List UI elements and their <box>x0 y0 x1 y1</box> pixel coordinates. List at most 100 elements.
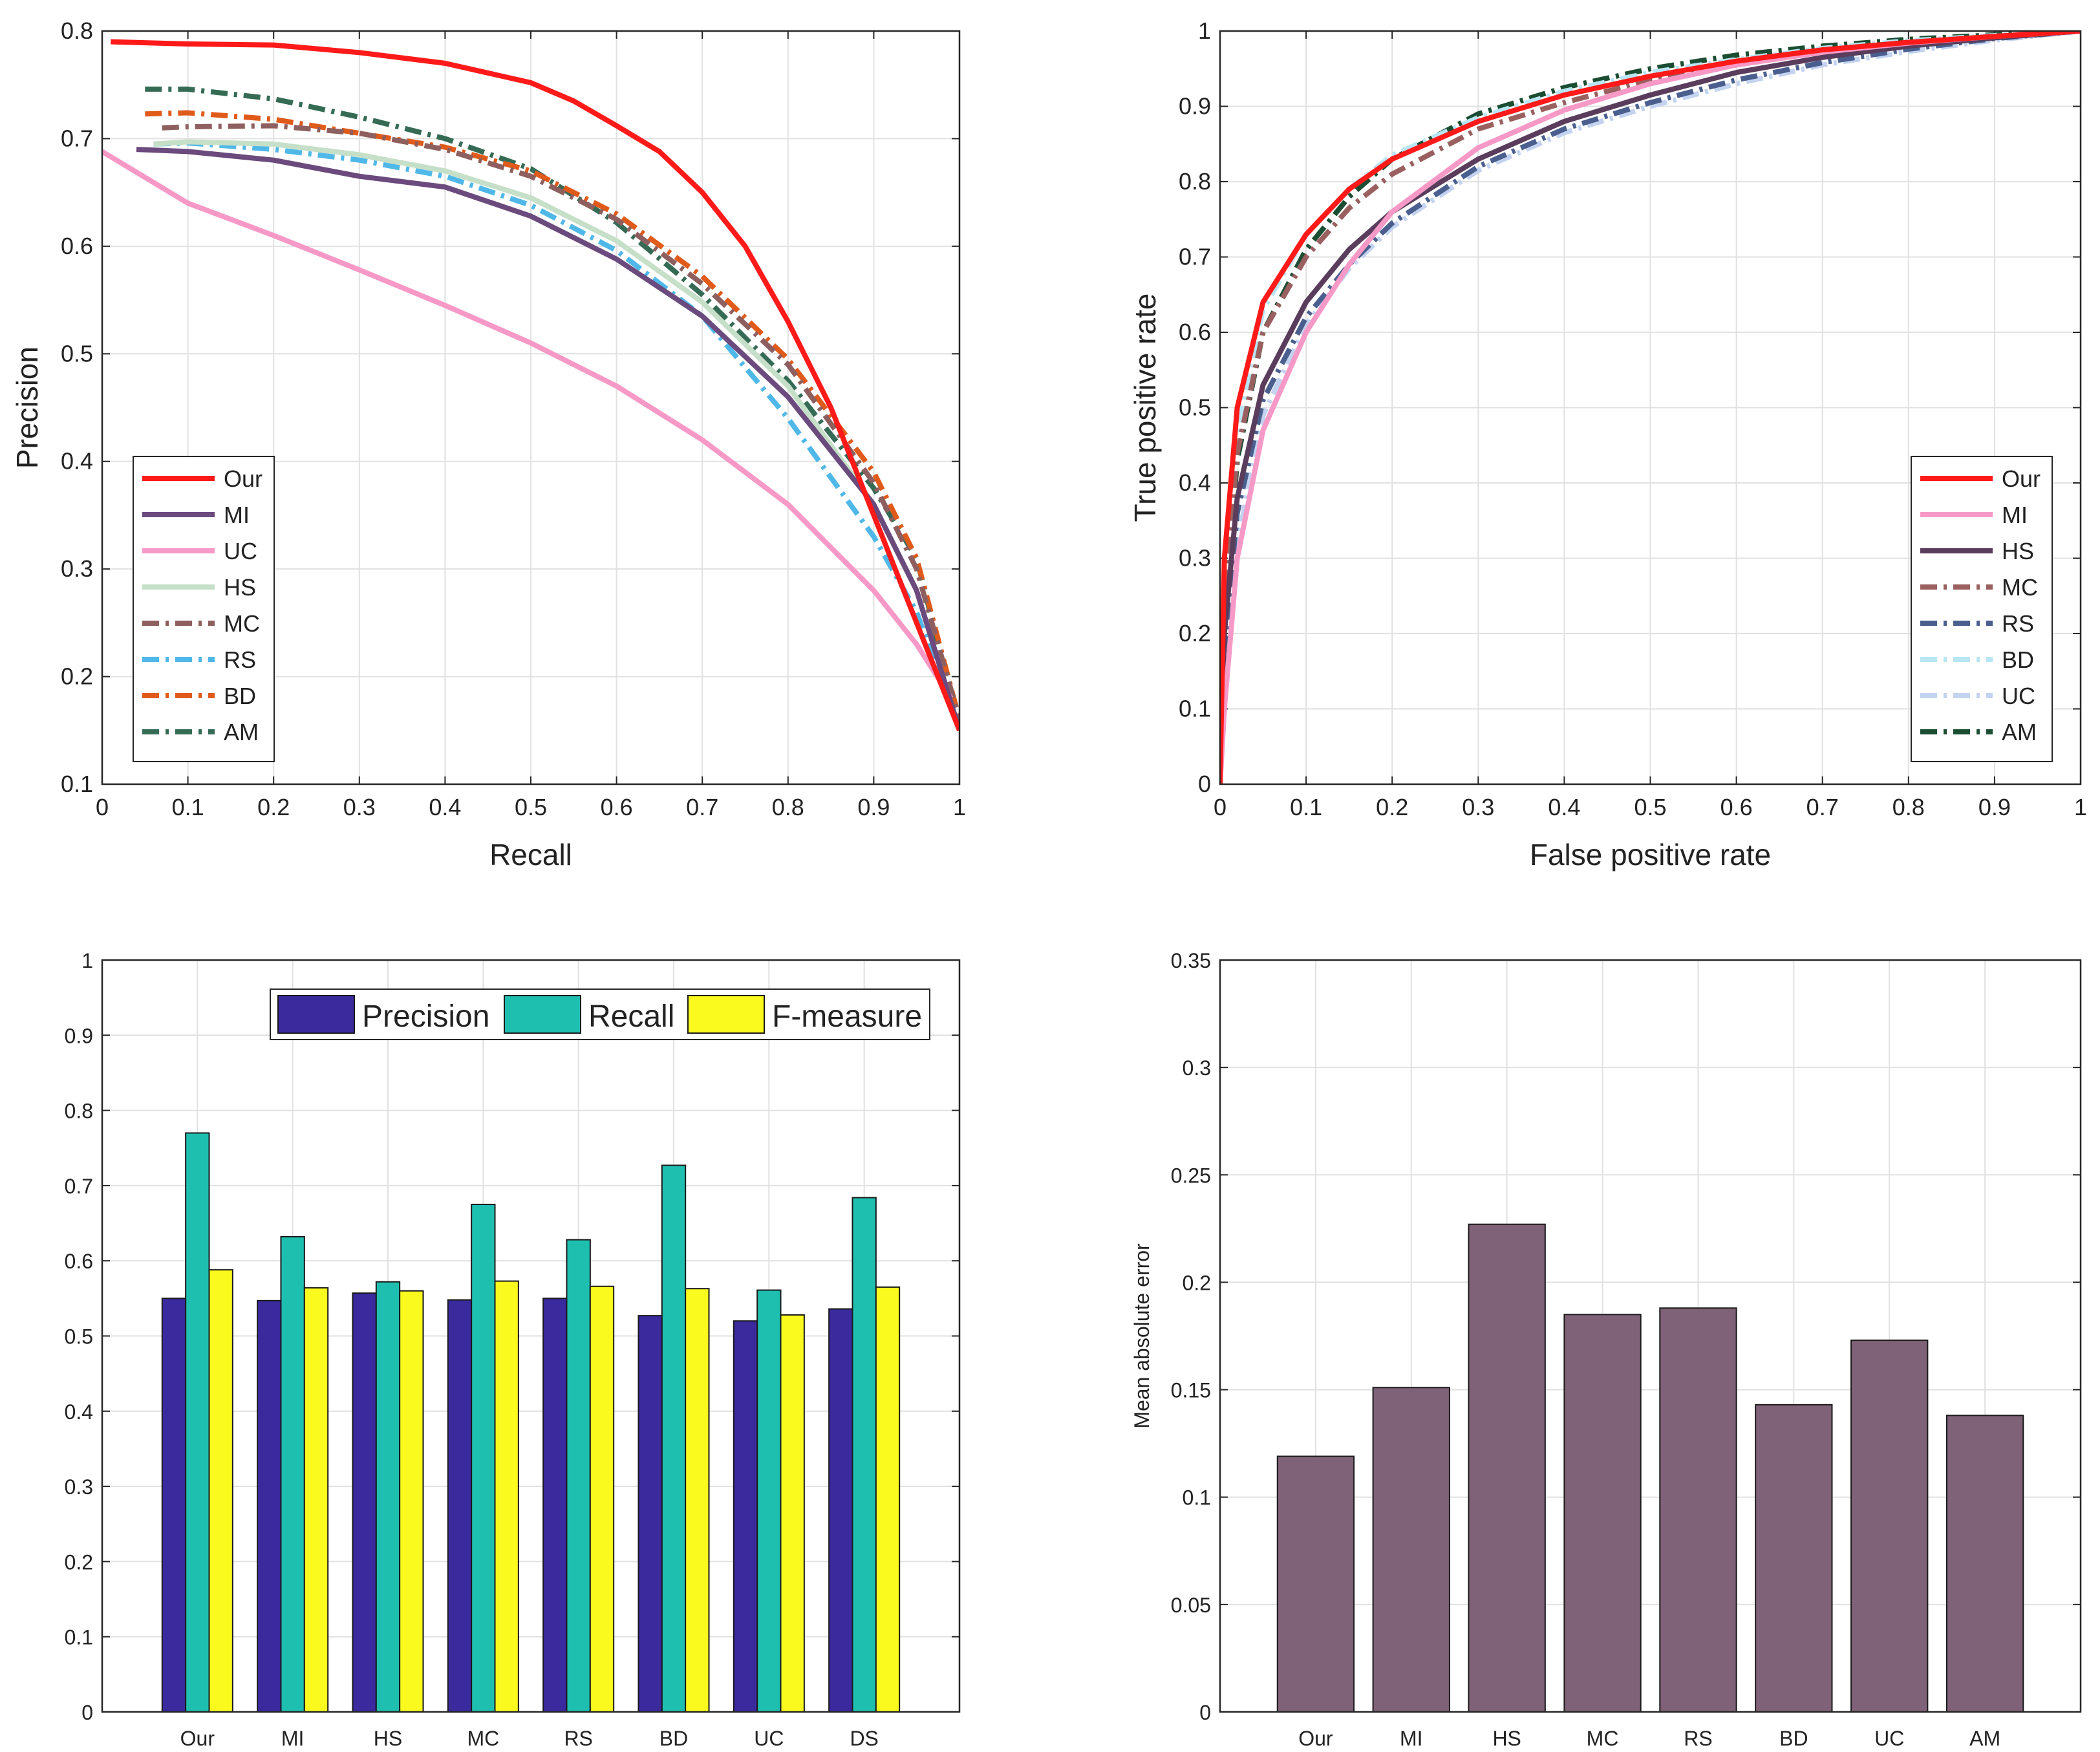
y-tick-label: 0.5 <box>61 340 93 367</box>
legend-box <box>270 988 930 1040</box>
x-tick-label: 1 <box>2074 794 2087 820</box>
y-axis-label: True positive rate <box>1128 294 1162 522</box>
legend-label: UC <box>2002 683 2035 709</box>
axes-border <box>101 959 961 1713</box>
bar-f-measure-hs <box>399 1290 424 1713</box>
x-tick-label: MI <box>281 1727 305 1750</box>
y-axis-label: Mean absolute error <box>1130 1243 1153 1429</box>
y-tick-label: 1 <box>81 949 93 972</box>
y-tick-label: 0.2 <box>1183 1271 1211 1294</box>
x-tick-label: 0.5 <box>515 794 547 820</box>
bar-precision-hs <box>352 1292 377 1713</box>
bar-recall-hs <box>375 1281 401 1713</box>
y-tick-label: 0.3 <box>1179 545 1211 572</box>
x-tick-label: 0.1 <box>1290 794 1322 820</box>
legend-label: AM <box>2002 719 2037 745</box>
series-line-uc <box>102 149 954 700</box>
legend-label: BD <box>2002 646 2034 673</box>
y-tick-label: 0.7 <box>1179 244 1211 270</box>
x-tick-label: BD <box>1779 1727 1808 1750</box>
x-tick-label: MC <box>1587 1727 1619 1750</box>
y-tick-label: 0.25 <box>1171 1164 1211 1187</box>
x-tick-label: 0.6 <box>601 794 633 820</box>
bar-recall-mc <box>471 1203 496 1713</box>
y-tick-label: 0.9 <box>1179 93 1211 120</box>
x-tick-label: HS <box>1492 1727 1521 1750</box>
bar-mean-absolute-error-hs <box>1468 1223 1546 1713</box>
series-line-our <box>1220 31 2081 784</box>
y-tick-label: 0.4 <box>65 1400 93 1424</box>
y-tick-label: 0.7 <box>61 125 93 151</box>
y-tick-label: 0.1 <box>61 771 93 797</box>
x-tick-label: 0.2 <box>1376 794 1408 820</box>
x-tick-label: MI <box>1400 1727 1423 1750</box>
legend-swatch-precision <box>277 995 355 1034</box>
bar-f-measure-uc <box>780 1314 805 1713</box>
axes-pr: 0 0.1 0.2 0.3 0.4 0.5 0.6 0.7 0.8 0.9 10.10.20.30.… <box>10 17 966 871</box>
legend-swatch-recall <box>504 995 581 1034</box>
y-tick-label: 0 <box>1199 1701 1211 1724</box>
y-tick-label: 0 <box>81 1701 93 1724</box>
y-tick-label: 0.1 <box>1183 1486 1211 1510</box>
bar-mean-absolute-error-am <box>1945 1415 2024 1713</box>
bar-mean-absolute-error-bd <box>1755 1404 1833 1713</box>
y-tick-label: 0.6 <box>61 233 93 259</box>
bar-f-measure-mi <box>303 1287 329 1713</box>
x-tick-label: 0.3 <box>1462 794 1494 820</box>
legend-label: HS <box>224 574 256 601</box>
bar-precision-mc <box>447 1299 473 1713</box>
legend-label: F-measure <box>772 999 922 1034</box>
y-tick-label: 0.2 <box>65 1550 93 1574</box>
y-tick-label: 0.7 <box>65 1175 93 1198</box>
x-tick-label: MC <box>467 1727 499 1750</box>
series-line-rs <box>153 140 959 732</box>
plot-area <box>1220 960 2081 1712</box>
x-tick-label: 0.9 <box>857 794 890 820</box>
y-tick-label: 0.3 <box>1183 1056 1211 1080</box>
legend-swatch-f-measure <box>687 995 765 1034</box>
axes-pfm: 0 0.1 0.2 0.3 0.4 0.5 0.6 0.7 0.8 0.9 1 Our MI HS MC RS… <box>65 949 961 1750</box>
legend-label: Our <box>224 465 262 492</box>
legend-label: MC <box>224 610 260 637</box>
x-tick-label: RS <box>1684 1727 1712 1750</box>
legend-box <box>1911 456 2053 762</box>
y-tick-label: 0.2 <box>1179 620 1211 646</box>
y-tick-label: 0.4 <box>61 448 93 475</box>
bar-precision-mi <box>257 1299 282 1713</box>
bar-f-measure-mc <box>494 1280 519 1713</box>
series-line-mi <box>136 147 959 731</box>
legend-label: RS <box>224 646 256 673</box>
y-tick-label: 0.6 <box>65 1250 93 1273</box>
x-tick-label: 0 <box>1214 794 1227 820</box>
series-line-our <box>111 39 959 732</box>
legend-label: RS <box>2002 610 2034 637</box>
bar-mean-absolute-error-uc <box>1850 1340 1929 1713</box>
bar-precision-our <box>161 1298 187 1713</box>
x-tick-label: BD <box>659 1727 688 1750</box>
bar-recall-our <box>185 1132 210 1713</box>
bar-mean-absolute-error-our <box>1276 1455 1355 1713</box>
x-tick-label: 0.4 <box>1548 794 1580 820</box>
legend-label: MI <box>2002 502 2028 528</box>
series-line-rs <box>1220 31 2081 784</box>
axes-border <box>1219 30 2082 785</box>
x-tick-label: 0.8 <box>1892 794 1925 820</box>
y-tick-label: 0.5 <box>65 1325 93 1349</box>
legend-label: Our <box>2002 465 2041 492</box>
bar-f-measure-ds <box>875 1286 901 1713</box>
legend-label: BD <box>224 683 256 709</box>
y-tick-label: 0.1 <box>1179 696 1211 722</box>
x-tick-label: 0.8 <box>772 794 804 820</box>
x-tick-label: 0.7 <box>1806 794 1839 820</box>
y-tick-label: 0.8 <box>1179 168 1211 195</box>
bar-f-measure-rs <box>589 1285 615 1713</box>
y-tick-label: 0 <box>1198 771 1211 797</box>
x-tick-label: 0.4 <box>429 794 461 820</box>
y-tick-label: 0.3 <box>61 555 93 582</box>
y-tick-label: 0.6 <box>1179 319 1211 345</box>
bar-f-measure-our <box>208 1269 233 1713</box>
bar-recall-bd <box>661 1164 687 1713</box>
x-tick-label: 0.7 <box>686 794 718 820</box>
bar-f-measure-bd <box>685 1288 710 1713</box>
